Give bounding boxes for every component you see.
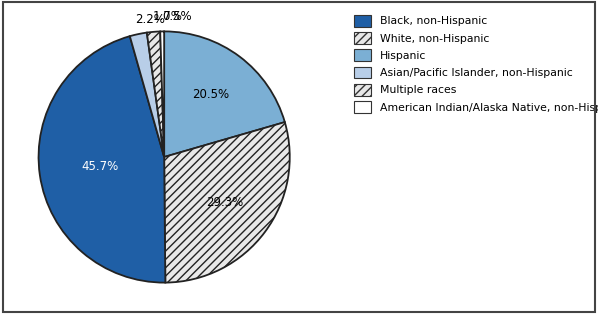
Text: 45.7%: 45.7%	[81, 160, 118, 173]
Wedge shape	[38, 36, 165, 283]
Wedge shape	[160, 31, 164, 157]
Wedge shape	[147, 31, 164, 157]
Wedge shape	[164, 31, 285, 157]
Wedge shape	[130, 33, 164, 157]
Wedge shape	[164, 122, 290, 283]
Text: 2.2%: 2.2%	[135, 13, 165, 26]
Text: 0.5%: 0.5%	[162, 10, 191, 23]
Text: 29.3%: 29.3%	[206, 196, 243, 208]
Text: 1.7%: 1.7%	[152, 10, 182, 23]
Text: 20.5%: 20.5%	[193, 88, 230, 101]
Legend: Black, non-Hispanic, White, non-Hispanic, Hispanic, Asian/Pacific Islander, non-: Black, non-Hispanic, White, non-Hispanic…	[350, 12, 598, 116]
